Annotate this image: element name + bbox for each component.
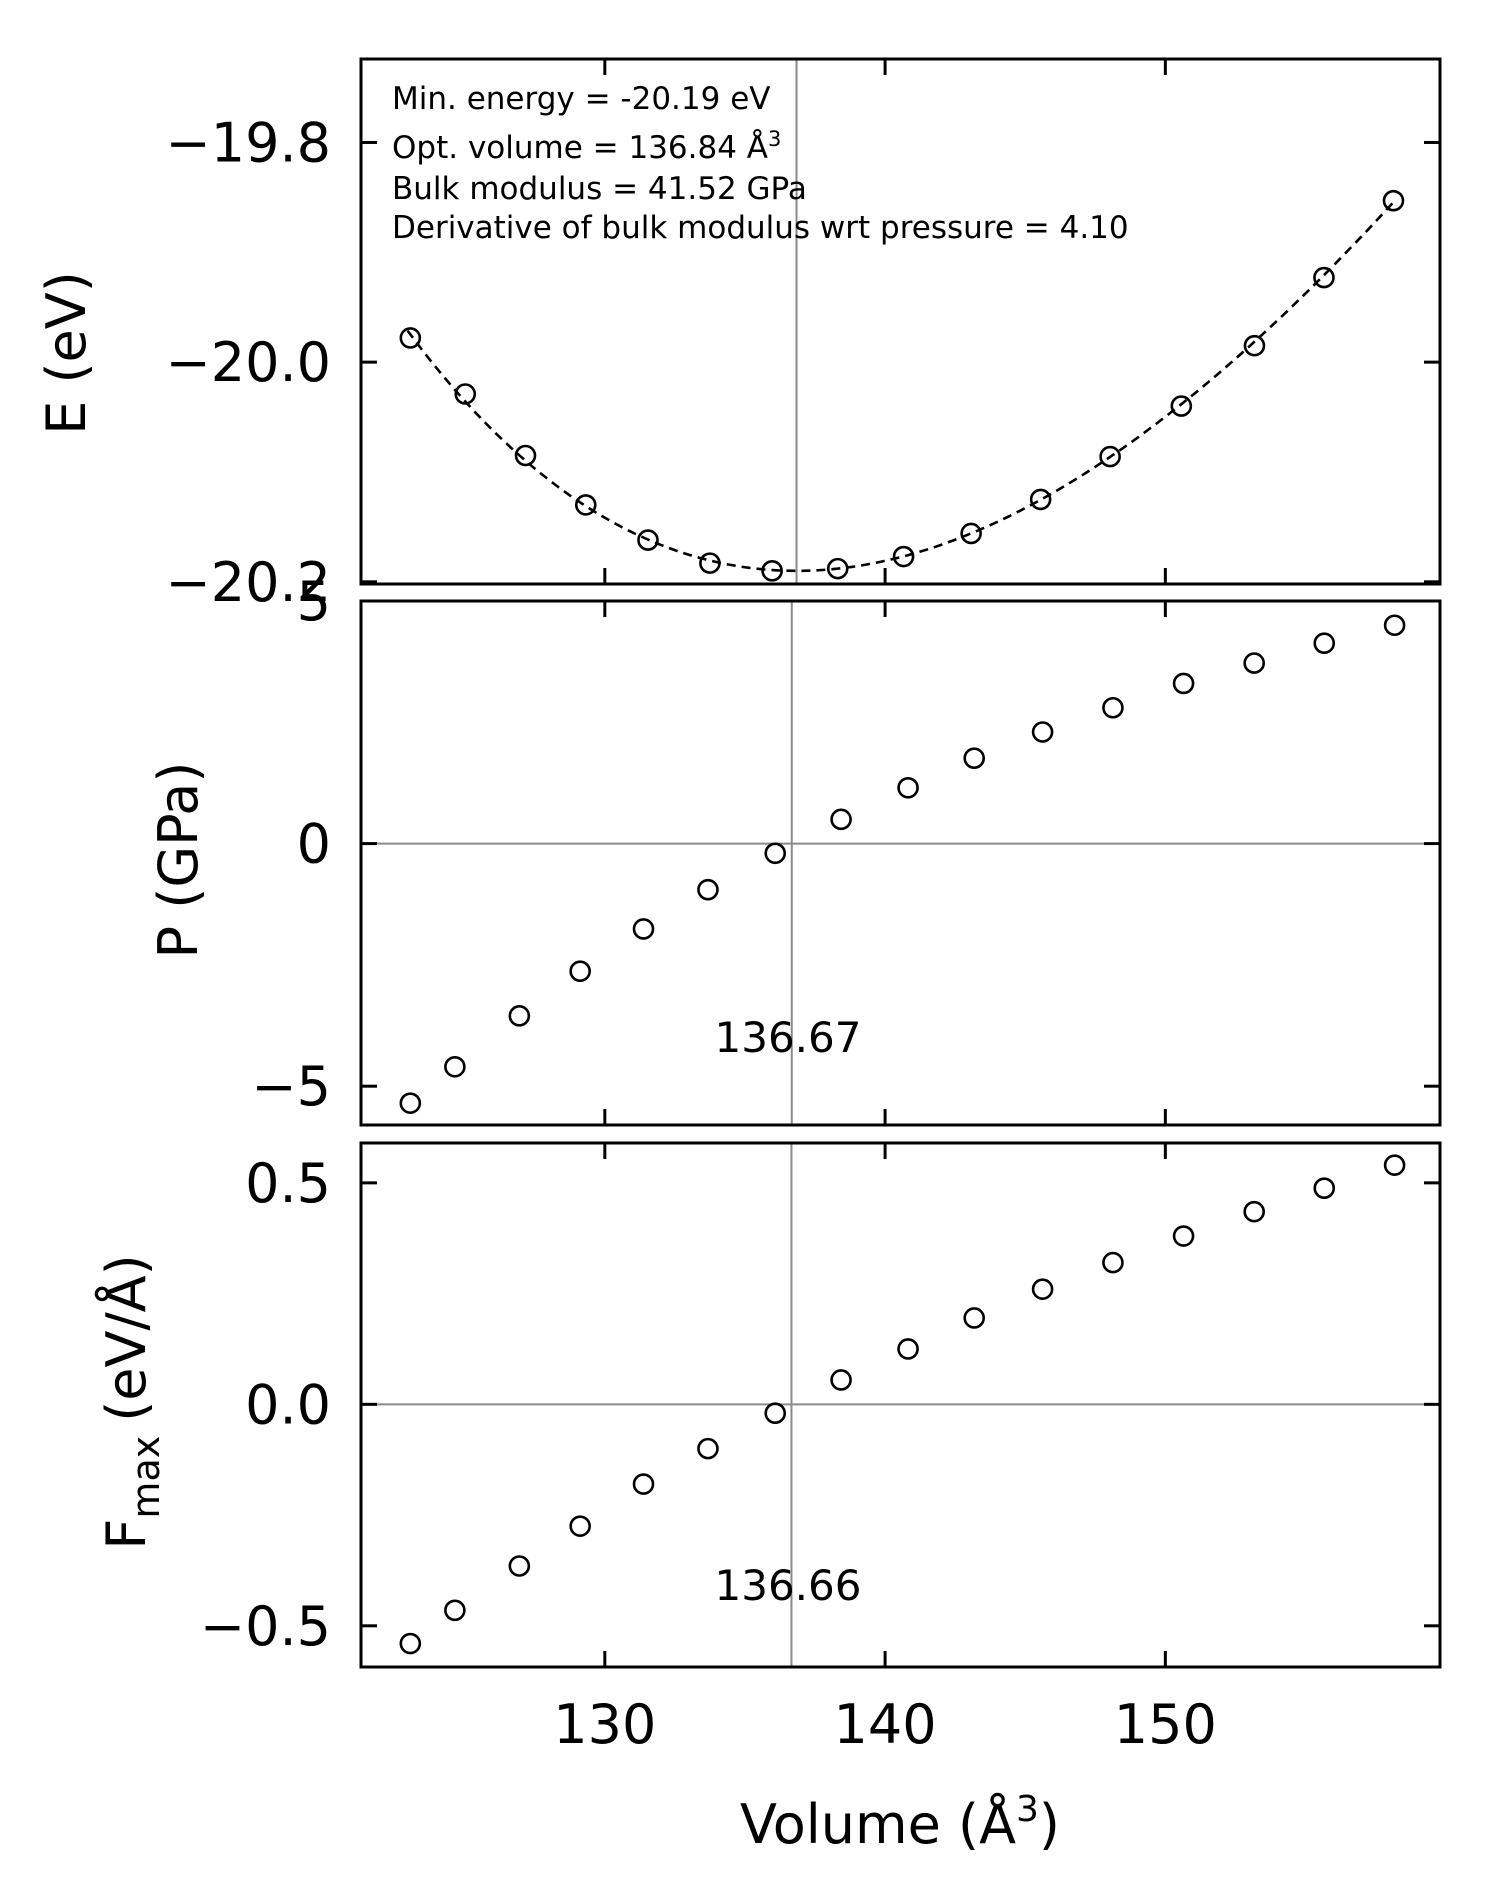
x-tick-label: 140 bbox=[834, 1693, 937, 1756]
energy-data-point bbox=[1313, 266, 1335, 289]
annotation-opt-volume-superscript: 3 bbox=[768, 127, 781, 151]
x-tick-label: 150 bbox=[1114, 1693, 1217, 1756]
energy-fit-curve bbox=[406, 199, 1396, 573]
fmax-data-point bbox=[1031, 1278, 1054, 1300]
fmax-y-tick-label: −0.5 bbox=[200, 1595, 331, 1658]
pressure-y-tick-label: 5 bbox=[297, 570, 331, 633]
fmax-data-point bbox=[963, 1307, 986, 1329]
fmax-y-axis-label-subscript: max bbox=[124, 1436, 168, 1519]
annotation-bulk-modulus-derivative: Derivative of bulk modulus wrt pressure … bbox=[392, 210, 1129, 246]
pressure-data-point bbox=[444, 1055, 466, 1078]
energy-data-point bbox=[514, 444, 537, 467]
energy-data-point bbox=[1099, 445, 1121, 468]
energy-data-point bbox=[826, 557, 849, 580]
fmax-y-axis-label-unit: (eV/Å) bbox=[94, 1254, 158, 1421]
fmax-data-point bbox=[1313, 1177, 1336, 1199]
pressure-data-point bbox=[830, 808, 852, 831]
fmax-y-axis-label: Fmax (eV/Å) bbox=[94, 1254, 168, 1549]
pressure-plot-frame bbox=[359, 599, 1442, 1127]
energy-y-axis-label: E (eV) bbox=[35, 271, 98, 435]
x-axis-label-close: ) bbox=[1039, 1793, 1060, 1856]
fmax-data-point bbox=[508, 1555, 531, 1577]
fmax-data-point bbox=[830, 1369, 852, 1391]
pressure-data-point bbox=[1383, 614, 1406, 637]
pressure-vline-label: 136.67 bbox=[715, 1013, 862, 1062]
energy-y-tick-label: −20.2 bbox=[166, 551, 331, 614]
energy-data-point bbox=[454, 383, 477, 405]
pressure-panel: 5 0 −5 P (GPa) 136.67 bbox=[147, 570, 1442, 1127]
pressure-data-point bbox=[764, 842, 787, 865]
energy-data-point bbox=[761, 560, 783, 582]
pressure-data-point bbox=[1313, 632, 1336, 655]
pressure-data-point bbox=[1031, 721, 1054, 743]
pressure-data-point bbox=[1102, 696, 1124, 719]
annotation-opt-volume: Opt. volume = 136.84 Å3 bbox=[392, 127, 781, 166]
fmax-data-point bbox=[569, 1515, 591, 1537]
fmax-data-point bbox=[697, 1437, 719, 1460]
fmax-data-point bbox=[1383, 1154, 1406, 1176]
energy-data-point bbox=[637, 529, 659, 551]
energy-y-tick-label: −19.8 bbox=[166, 111, 331, 174]
energy-data-point bbox=[1243, 334, 1266, 357]
energy-data-point bbox=[892, 545, 915, 568]
pressure-y-tick-label: 0 bbox=[297, 813, 331, 876]
fmax-y-tick-label: 0.0 bbox=[245, 1373, 331, 1436]
x-axis-label: Volume (Å3) bbox=[740, 1789, 1060, 1856]
fmax-data-point bbox=[1172, 1225, 1195, 1247]
fmax-plot-frame bbox=[359, 1141, 1442, 1669]
fmax-data-point bbox=[1102, 1251, 1124, 1274]
fmax-data-point bbox=[632, 1473, 655, 1495]
pressure-y-tick-label: −5 bbox=[251, 1055, 331, 1118]
x-tick-label: 130 bbox=[553, 1693, 656, 1756]
fmax-vline-label: 136.66 bbox=[715, 1561, 862, 1610]
fmax-data-point bbox=[444, 1599, 466, 1622]
pressure-data-point bbox=[632, 918, 655, 940]
fmax-data-point bbox=[399, 1632, 422, 1655]
fmax-data-point bbox=[897, 1338, 919, 1360]
pressure-data-point bbox=[697, 878, 719, 901]
energy-data-point bbox=[399, 327, 422, 349]
pressure-y-axis-label: P (GPa) bbox=[147, 762, 210, 959]
fmax-data-point bbox=[1243, 1200, 1265, 1223]
fmax-y-tick-label: 0.5 bbox=[245, 1152, 331, 1215]
fmax-y-axis-label-main: F bbox=[95, 1519, 158, 1550]
pressure-data-point bbox=[1172, 672, 1195, 695]
annotation-opt-volume-text: Opt. volume = 136.84 Å bbox=[392, 130, 768, 166]
x-axis-label-main: Volume (Å bbox=[740, 1792, 1016, 1856]
annotation-min-energy: Min. energy = -20.19 eV bbox=[392, 81, 770, 117]
fmax-panel: 0.5 0.0 −0.5 130 140 150 Fmax (eV/Å) 136.66 V… bbox=[94, 1141, 1442, 1856]
energy-data-point bbox=[960, 522, 982, 545]
fmax-data-point bbox=[764, 1402, 787, 1424]
pressure-data-point bbox=[569, 960, 591, 982]
pressure-data-point bbox=[1243, 652, 1265, 674]
energy-data-point bbox=[574, 494, 597, 516]
energy-data-point bbox=[1029, 488, 1052, 511]
pressure-data-point bbox=[963, 747, 986, 770]
x-axis-label-superscript: 3 bbox=[1016, 1789, 1039, 1830]
pressure-data-point bbox=[897, 776, 919, 799]
annotation-bulk-modulus: Bulk modulus = 41.52 GPa bbox=[392, 171, 807, 207]
energy-data-point bbox=[699, 552, 721, 574]
energy-panel: −19.8 −20.0 −20.2 E (eV) Min. energy = -20… bbox=[35, 57, 1442, 614]
pressure-data-point bbox=[508, 1005, 531, 1027]
energy-data-point bbox=[1382, 189, 1405, 212]
pressure-data-point bbox=[399, 1092, 422, 1114]
energy-data-point bbox=[1170, 395, 1193, 417]
energy-plot-frame bbox=[359, 57, 1442, 586]
energy-y-tick-label: −20.0 bbox=[166, 331, 331, 394]
